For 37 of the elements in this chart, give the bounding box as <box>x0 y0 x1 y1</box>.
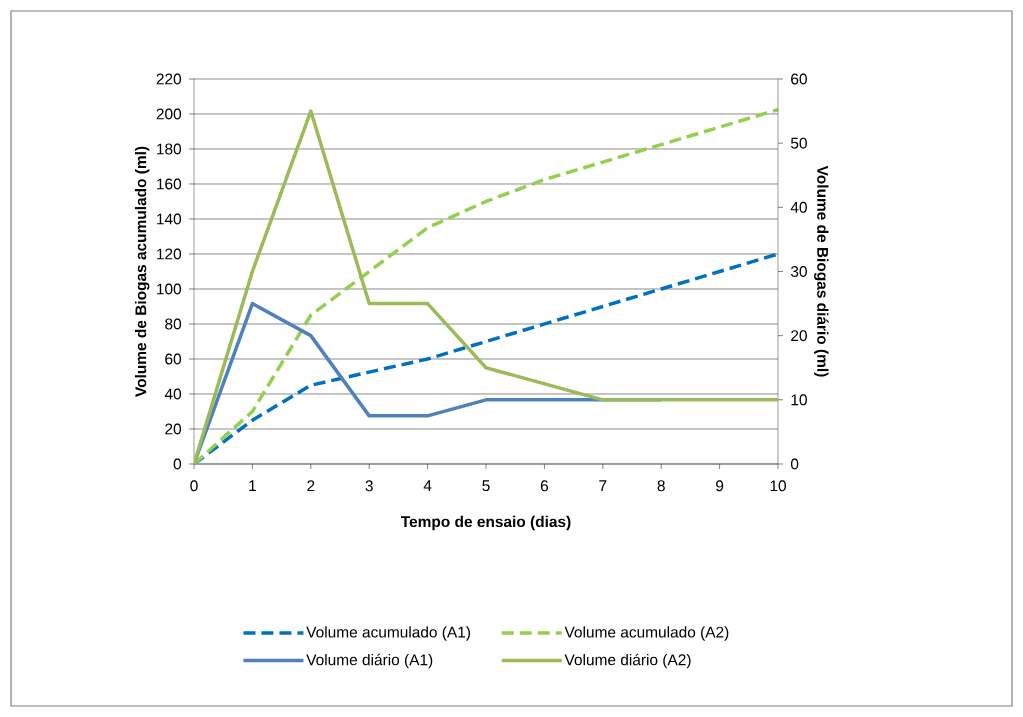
y2-tick-label: 10 <box>791 394 807 406</box>
x-tick-label: 8 <box>657 480 665 492</box>
y-axis-title: Volume de Biogas acumulado (ml) <box>134 146 150 397</box>
y-tick-label: 220 <box>156 73 182 85</box>
y-tick-label: 60 <box>165 353 182 365</box>
legend-label: Volume diário (A1) <box>306 653 433 669</box>
y2-tick-label: 40 <box>790 201 807 213</box>
y-tick-label: 40 <box>164 388 182 400</box>
x-tick-label: 6 <box>540 480 549 492</box>
x-tick-label: 7 <box>599 480 607 491</box>
y2-tick-label: 50 <box>790 137 807 149</box>
y-tick-label: 160 <box>157 178 182 190</box>
x-tick-label: 9 <box>716 480 724 492</box>
x-tick-label: 10 <box>770 480 786 492</box>
legend-label: Volume acumulado (A1) <box>306 626 471 641</box>
legend-label: Volume diário (A2) <box>564 653 691 669</box>
x-tick-label: 0 <box>190 480 198 492</box>
x-tick-label: 3 <box>365 480 373 492</box>
x-axis-title: Tempo de ensaio (dias) <box>400 515 571 531</box>
x-tick-label: 5 <box>482 480 490 492</box>
x-tick-label: 2 <box>307 480 315 492</box>
y-tick-label: 180 <box>157 143 182 155</box>
legend-label: Volume acumulado (A2) <box>564 626 729 641</box>
y-tick-label: 20 <box>165 423 182 435</box>
y-tick-label: 120 <box>157 248 182 260</box>
y2-axis-title: Volume de Biogas diário (ml) <box>814 165 829 377</box>
y2-tick-label: 30 <box>790 266 807 277</box>
y-tick-label: 80 <box>165 318 182 330</box>
y2-tick-label: 60 <box>791 73 807 85</box>
y-tick-label: 200 <box>156 108 182 120</box>
y-tick-label: 100 <box>157 283 182 295</box>
x-tick-label: 4 <box>423 480 432 491</box>
y2-tick-label: 0 <box>790 458 799 470</box>
y-tick-label: 140 <box>157 213 182 225</box>
x-tick-label: 1 <box>249 480 256 491</box>
y-tick-label: 0 <box>173 458 182 470</box>
y2-tick-label: 20 <box>791 330 807 342</box>
